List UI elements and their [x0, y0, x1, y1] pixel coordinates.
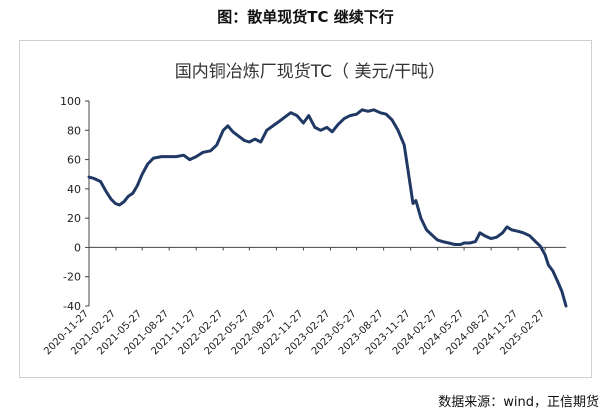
y-tick-label: 40	[67, 183, 81, 196]
series-group	[87, 108, 568, 308]
y-tick-label: 0	[74, 241, 81, 254]
series-line	[87, 108, 568, 308]
y-tick-label: 60	[67, 154, 81, 167]
chart-title: 国内铜冶炼厂现货TC（ 美元/干吨）	[175, 62, 445, 82]
source-note: 数据来源：wind，正信期货	[438, 395, 599, 410]
figure-caption: 图：散单现货TC 继续下行	[217, 8, 394, 26]
y-tick-label: 80	[67, 124, 81, 137]
line-chart: 国内铜冶炼厂现货TC（ 美元/干吨） -40 -20 0 20 40 60 80 100 20…	[42, 62, 568, 357]
y-tick-label: -40	[63, 300, 81, 313]
y-tick-label: 100	[60, 95, 81, 108]
chart-frame: 国内铜冶炼厂现货TC（ 美元/干吨） -40 -20 0 20 40 60 80 100 20…	[19, 40, 592, 378]
y-axis: -40 -20 0 20 40 60 80 100	[60, 95, 90, 313]
y-tick-label: -20	[63, 271, 81, 284]
x-axis: 2020-11-272021-02-272021-05-272021-08-27…	[42, 246, 566, 357]
y-tick-label: 20	[67, 212, 81, 225]
